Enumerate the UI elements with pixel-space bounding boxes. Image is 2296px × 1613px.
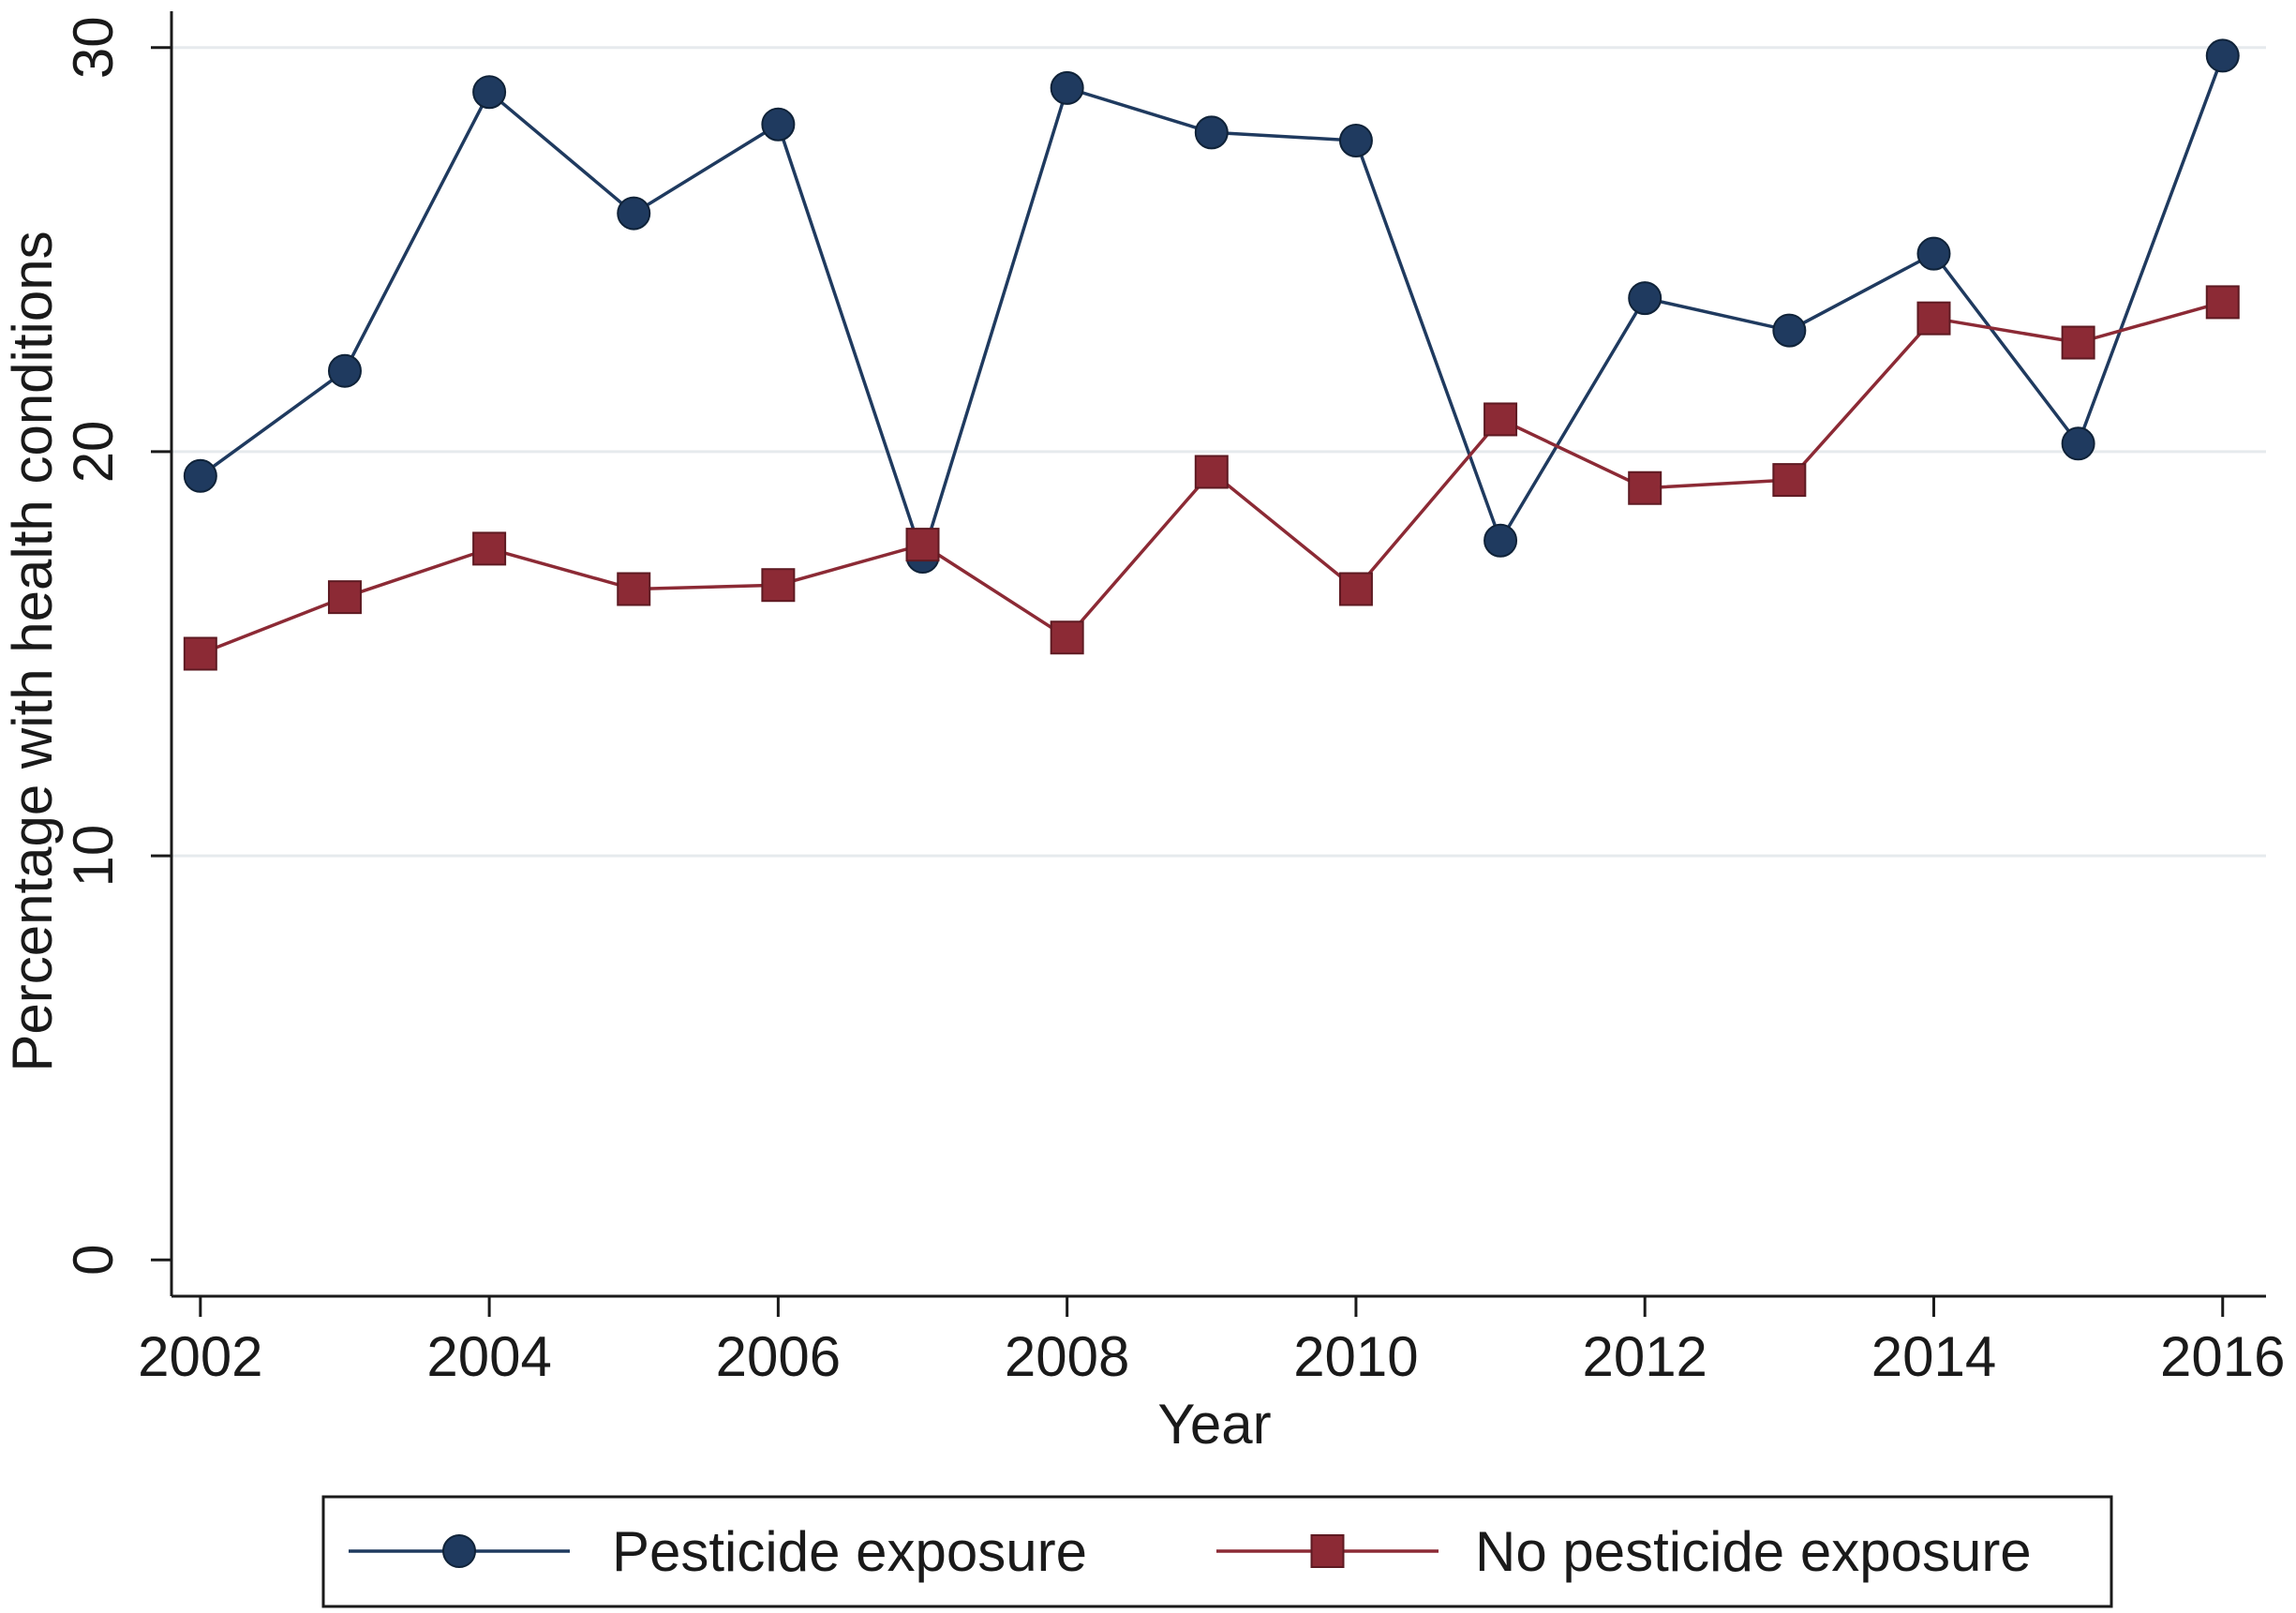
legend-marker — [1310, 1534, 1345, 1568]
data-point — [1916, 301, 1951, 336]
data-point — [183, 636, 217, 671]
data-point — [2205, 38, 2240, 73]
data-point — [1338, 572, 1373, 606]
data-point — [2061, 426, 2095, 461]
data-point — [1772, 463, 1807, 498]
legend-item-1: No pesticide exposure — [1216, 1520, 2032, 1583]
legend-marker — [442, 1534, 476, 1568]
data-point — [1050, 70, 1084, 105]
x-tick-label-2006: 2006 — [716, 1325, 841, 1388]
data-point — [2205, 285, 2240, 320]
y-tick-label-10: 10 — [62, 825, 125, 888]
x-tick-label-2016: 2016 — [2160, 1325, 2285, 1388]
x-tick-label-2008: 2008 — [1005, 1325, 1129, 1388]
data-point — [1628, 281, 1662, 316]
y-axis-title: Percentage with health conditions — [1, 231, 64, 1071]
data-point — [472, 531, 507, 566]
series-1 — [183, 285, 2240, 671]
x-tick-label-2002: 2002 — [138, 1325, 262, 1388]
data-point — [1483, 402, 1518, 437]
data-point — [761, 107, 796, 142]
x-tick-label-2012: 2012 — [1582, 1325, 1707, 1388]
data-point — [1916, 236, 1951, 271]
y-tick-label-20: 20 — [62, 421, 125, 484]
x-tick-label-2014: 2014 — [1871, 1325, 1996, 1388]
data-point — [1772, 313, 1807, 348]
legend-item-0: Pesticide exposure — [349, 1520, 1087, 1583]
series-0 — [183, 38, 2240, 575]
data-point — [1483, 523, 1518, 558]
data-point — [1194, 115, 1229, 150]
series — [183, 38, 2240, 671]
x-tick-label-2010: 2010 — [1293, 1325, 1418, 1388]
x-tick-label-2004: 2004 — [426, 1325, 551, 1388]
data-point — [327, 580, 362, 615]
data-point — [1628, 470, 1662, 505]
data-point — [472, 75, 507, 110]
y-tick-label-0: 0 — [62, 1245, 125, 1276]
data-point — [617, 572, 651, 606]
legend-items: Pesticide exposure No pesticide exposure — [349, 1520, 2032, 1583]
tick-labels: 0 10 20 30 2002 2004 2006 2008 2010 2012 2014 2016 — [62, 16, 2286, 1388]
gridlines — [171, 46, 2266, 858]
y-tick-label-30: 30 — [62, 16, 125, 79]
data-point — [183, 458, 217, 493]
data-point — [617, 196, 651, 231]
data-point — [1194, 455, 1229, 489]
data-point — [1050, 620, 1084, 655]
data-point — [327, 353, 362, 388]
data-point — [761, 568, 796, 603]
data-point — [2061, 325, 2095, 360]
legend-label: Pesticide exposure — [612, 1520, 1087, 1583]
x-axis-title: Year — [1157, 1393, 1271, 1456]
axes — [151, 11, 2266, 1317]
legend-label: No pesticide exposure — [1475, 1520, 2032, 1583]
legend: Pesticide exposure No pesticide exposure — [321, 1495, 2113, 1608]
data-point — [905, 528, 940, 562]
data-point — [1338, 123, 1373, 157]
